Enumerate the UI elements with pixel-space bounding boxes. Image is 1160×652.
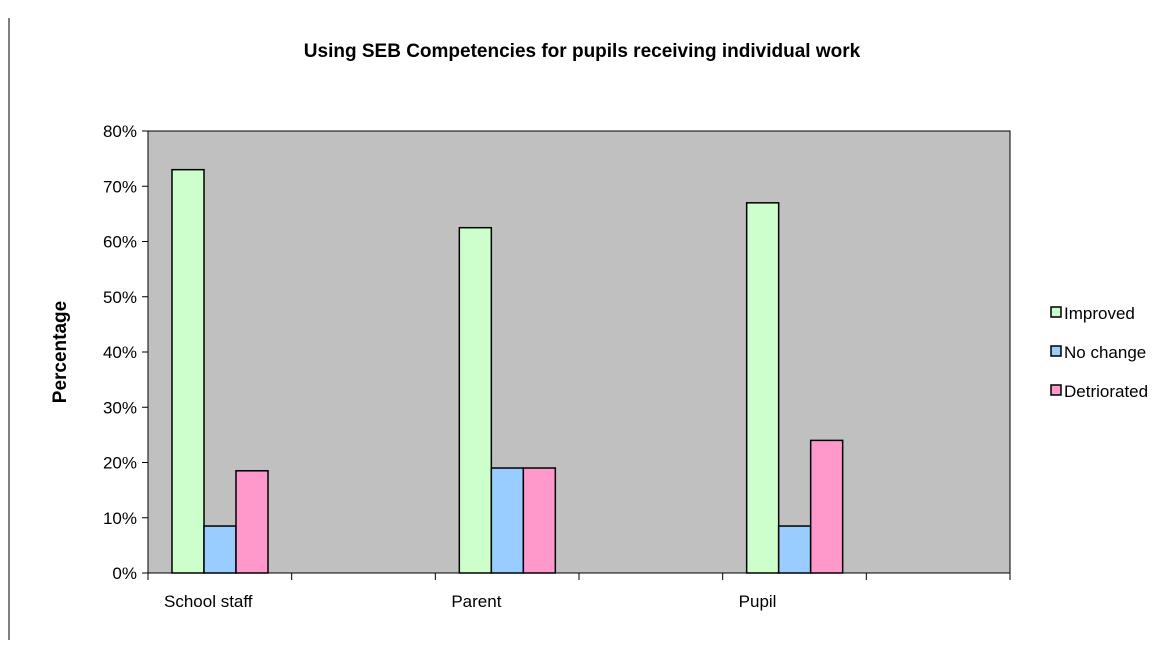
bar-detriorated — [809, 439, 844, 574]
y-tick-label: 10% — [103, 509, 137, 528]
bar-no-change — [490, 467, 525, 574]
bar-improved — [458, 226, 493, 574]
x-category-label: Parent — [451, 592, 501, 611]
legend-label: No change — [1064, 343, 1146, 362]
legend-label: Detriorated — [1064, 382, 1148, 401]
y-tick-label: 40% — [103, 343, 137, 362]
y-tick-label: 0% — [112, 564, 137, 583]
legend-swatch-detriorated — [1050, 384, 1062, 396]
bar-detriorated — [522, 467, 557, 574]
legend-swatch-no-change — [1050, 345, 1062, 357]
legend-label: Improved — [1064, 304, 1135, 323]
y-tick-label: 80% — [103, 122, 137, 141]
plot-area — [147, 130, 1011, 574]
x-category-label: Pupil — [739, 592, 777, 611]
bar-no-change — [777, 525, 812, 574]
y-tick-label: 60% — [103, 233, 137, 252]
axes-layer: 0% 10% 20% 30% 40% 50% 60% 70% 80% School staff Pa… — [103, 122, 1011, 611]
legend-swatch-improved — [1050, 306, 1062, 318]
y-axis-label: Percentage — [50, 301, 71, 403]
bar-improved — [745, 202, 780, 574]
legend: Improved No change Detriorated — [1050, 304, 1148, 401]
y-tick-label: 70% — [103, 177, 137, 196]
bar-detriorated — [235, 470, 269, 574]
chart-title: Using SEB Competencies for pupils receiv… — [304, 41, 861, 62]
bar-improved — [171, 168, 205, 574]
y-tick-label: 30% — [103, 398, 137, 417]
x-category-label: School staff — [164, 592, 253, 611]
y-tick-label: 20% — [103, 454, 137, 473]
y-tick-label: 50% — [103, 288, 137, 307]
bar-no-change — [203, 525, 237, 574]
